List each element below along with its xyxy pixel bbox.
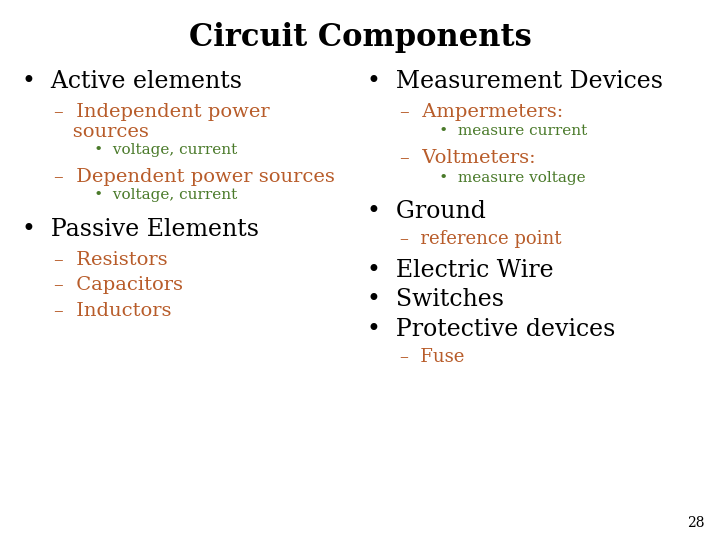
Text: •  voltage, current: • voltage, current	[65, 143, 237, 157]
Text: •  Switches: • Switches	[367, 288, 504, 312]
Text: –  Dependent power sources: – Dependent power sources	[54, 168, 335, 186]
Text: •  Ground: • Ground	[367, 200, 486, 223]
Text: •  voltage, current: • voltage, current	[65, 188, 237, 202]
Text: •  Electric Wire: • Electric Wire	[367, 259, 554, 282]
Text: •  measure voltage: • measure voltage	[410, 171, 586, 185]
Text: –  Capacitors: – Capacitors	[54, 276, 183, 294]
Text: •  Protective devices: • Protective devices	[367, 318, 616, 341]
Text: –  Fuse: – Fuse	[400, 348, 464, 366]
Text: –  Independent power: – Independent power	[54, 103, 269, 120]
Text: sources: sources	[54, 123, 149, 140]
Text: 28: 28	[687, 516, 704, 530]
Text: •  Measurement Devices: • Measurement Devices	[367, 70, 663, 93]
Text: –  Inductors: – Inductors	[54, 302, 171, 320]
Text: •  Active elements: • Active elements	[22, 70, 242, 93]
Text: •  measure current: • measure current	[410, 124, 588, 138]
Text: Circuit Components: Circuit Components	[189, 22, 531, 52]
Text: –  Resistors: – Resistors	[54, 251, 168, 268]
Text: •  Passive Elements: • Passive Elements	[22, 218, 258, 241]
Text: –  Ampermeters:: – Ampermeters:	[400, 103, 563, 120]
Text: –  Voltmeters:: – Voltmeters:	[400, 149, 535, 167]
Text: –  reference point: – reference point	[400, 230, 561, 248]
